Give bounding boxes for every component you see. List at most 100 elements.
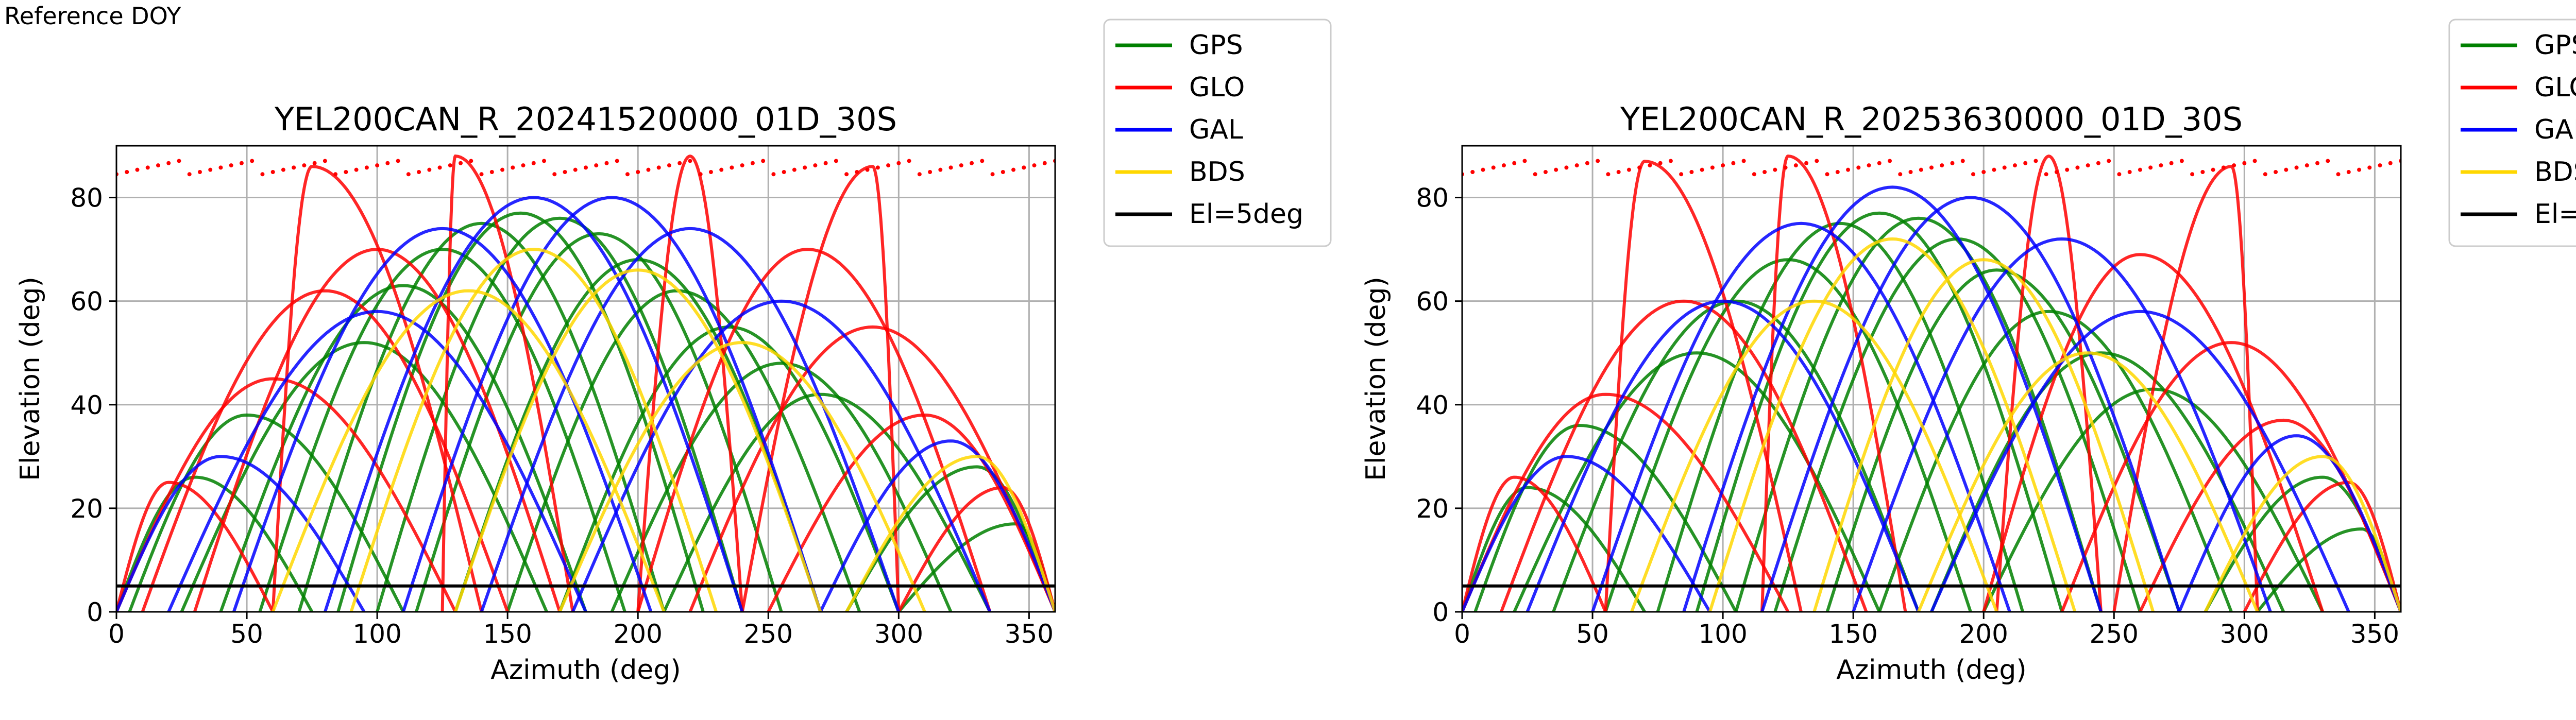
arc-bds: [1630, 299, 1998, 612]
x-tick-label: 300: [2220, 619, 2269, 649]
y-tick-label: 40: [1416, 390, 1449, 420]
polar-point: [459, 161, 463, 165]
arc-gps: [116, 475, 314, 612]
arc-gps: [1473, 423, 1738, 612]
polar-point: [1992, 167, 1996, 172]
polar-point: [177, 159, 181, 163]
arc-bds: [454, 268, 822, 612]
polar-point: [312, 161, 317, 165]
x-tick-label: 350: [1005, 619, 1054, 649]
polar-point: [166, 161, 171, 165]
x-axis-label: Azimuth (deg): [490, 655, 681, 685]
polar-point: [542, 159, 547, 163]
polar-point: [521, 163, 526, 168]
polar-point: [2179, 159, 2184, 163]
polar-point: [1731, 161, 1736, 165]
polar-point: [2304, 163, 2309, 168]
chart-2: 0 50 100 150 200 250 300 350 0 20 40 60 80 Azimuth (d…: [1361, 19, 2576, 685]
arc-gal: [480, 227, 901, 612]
polar-point: [2242, 161, 2247, 165]
polar-point: [719, 167, 724, 172]
arc-gps: [128, 413, 405, 612]
x-tick-label: 200: [1959, 619, 2008, 649]
polar-point: [803, 165, 807, 170]
polar-point: [260, 172, 265, 177]
polar-point: [489, 169, 494, 174]
polar-point: [1981, 169, 1986, 174]
arc-glo: [688, 325, 1055, 612]
polar-point: [197, 169, 202, 174]
polar-point: [2044, 172, 2048, 177]
polar-point: [2221, 165, 2226, 170]
polar-point: [187, 172, 192, 177]
legend-label-gps: GPS: [2534, 30, 2576, 61]
polar-point: [1679, 172, 1684, 177]
polar-point: [667, 163, 671, 168]
polar-point: [2065, 167, 2070, 172]
polar-point: [1501, 163, 1506, 168]
polar-point: [1752, 172, 1756, 177]
polar-point: [1668, 159, 1673, 163]
polar-point: [750, 161, 755, 165]
polar-band-glo: [116, 159, 1055, 177]
series-bds: [1630, 237, 2401, 612]
arc-gps: [1695, 211, 2063, 612]
polar-point: [1022, 165, 1026, 170]
polar-point: [2012, 163, 2017, 168]
polar-point: [928, 169, 933, 174]
arc-glo: [2243, 481, 2401, 612]
polar-point: [865, 167, 870, 172]
polar-point: [1919, 167, 1923, 172]
polar-point: [2294, 165, 2299, 170]
polar-point: [1710, 165, 1715, 170]
polar-point: [1700, 167, 1704, 172]
polar-point: [1554, 167, 1558, 172]
x-tick-label: 300: [874, 619, 923, 649]
polar-point: [2190, 172, 2195, 177]
polar-point: [1689, 169, 1694, 174]
polar-point: [792, 167, 796, 172]
polar-point: [1032, 163, 1037, 168]
polar-point: [615, 159, 619, 163]
polar-point: [396, 159, 400, 163]
arc-gps: [506, 289, 861, 612]
polar-point: [907, 159, 911, 163]
x-tick-label: 100: [1698, 619, 1747, 649]
polar-point: [563, 169, 567, 174]
polar-point: [875, 165, 880, 170]
arc-gal: [1526, 299, 1920, 612]
legend-frame: [1103, 19, 1332, 247]
polar-point: [427, 167, 432, 172]
polar-point: [2159, 163, 2163, 168]
polar-point: [1533, 172, 1537, 177]
polar-point: [417, 169, 421, 174]
polar-point: [2284, 167, 2289, 172]
polar-point: [1658, 161, 1663, 165]
polar-point: [708, 169, 713, 174]
polar-point: [1512, 161, 1517, 165]
plot-area: [1462, 154, 2401, 612]
arc-gps: [1513, 351, 1881, 612]
polar-point: [1783, 165, 1788, 170]
polar-point: [1543, 169, 1548, 174]
arc-glo: [2112, 165, 2259, 612]
arc-gal: [2178, 434, 2401, 612]
arc-gal: [571, 299, 992, 612]
y-tick-label: 40: [70, 390, 103, 420]
legend-label-gal: GAL: [1189, 114, 1243, 145]
legend: GPS GLO GAL BDS El=5deg: [1103, 19, 1332, 247]
arc-gal: [401, 196, 822, 612]
polar-point: [1835, 169, 1840, 174]
polar-point: [354, 167, 359, 172]
polar-point: [604, 161, 609, 165]
polar-point: [218, 165, 223, 170]
polar-point: [1960, 159, 1965, 163]
arc-bds: [1708, 237, 2077, 612]
x-tick-label: 250: [744, 619, 793, 649]
polar-point: [2023, 161, 2028, 165]
polar-point: [2367, 165, 2372, 170]
legend-label-gal: GAL: [2534, 114, 2576, 145]
polar-point: [2346, 169, 2351, 174]
polar-point: [500, 167, 505, 172]
